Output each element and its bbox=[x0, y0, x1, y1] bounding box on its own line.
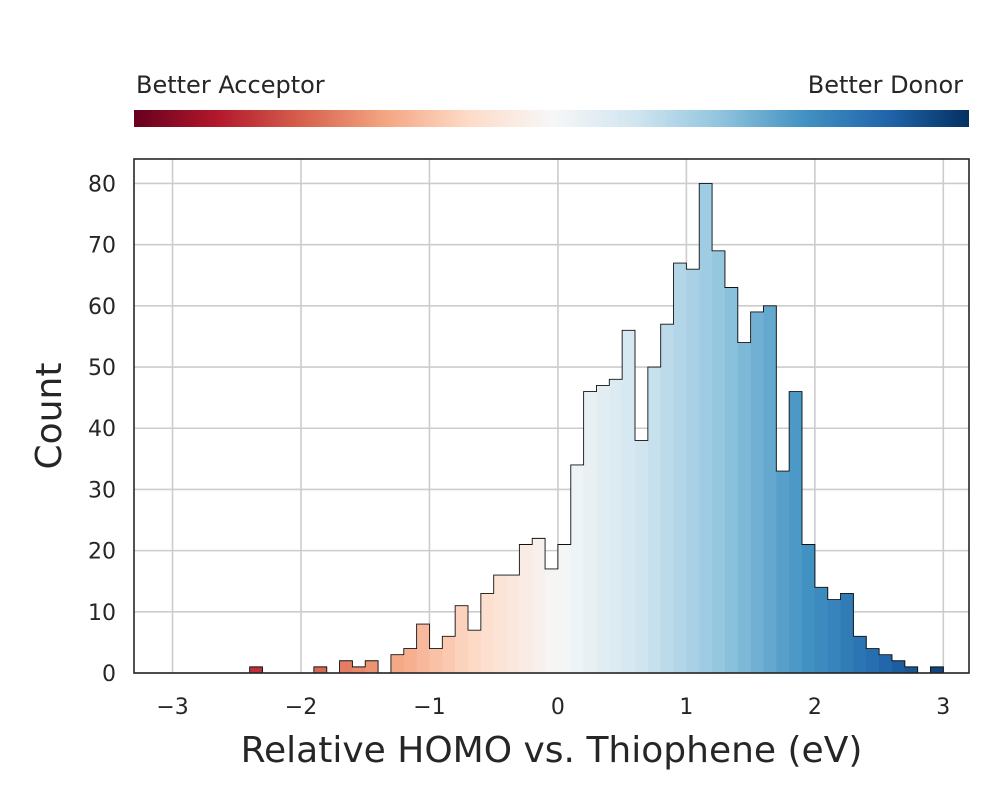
x-tick-label: −1 bbox=[413, 695, 445, 720]
histogram-bar bbox=[724, 287, 739, 673]
y-tick-label: 30 bbox=[88, 478, 116, 503]
histogram-bar bbox=[776, 471, 790, 673]
colorbar: Better Acceptor Better Donor bbox=[134, 71, 969, 127]
histogram-bar bbox=[403, 648, 418, 673]
histogram-bar bbox=[686, 269, 700, 673]
histogram-bar bbox=[673, 263, 687, 673]
colorbar-right-label: Better Donor bbox=[808, 71, 963, 99]
histogram-bar bbox=[570, 464, 585, 673]
y-axis-title: Count bbox=[29, 363, 70, 470]
histogram-bar bbox=[609, 379, 623, 673]
y-tick-label: 40 bbox=[88, 417, 116, 442]
histogram-bar bbox=[699, 183, 713, 673]
histogram-bar bbox=[442, 636, 456, 673]
histogram-bar bbox=[802, 544, 816, 673]
x-axis-ticks: −3 −2 −1 0 1 2 3 bbox=[156, 695, 950, 720]
x-tick-label: 1 bbox=[679, 695, 693, 720]
y-axis-ticks: 0 10 20 30 40 50 60 70 80 bbox=[88, 172, 116, 687]
histogram-bar bbox=[827, 599, 842, 673]
histogram-bar bbox=[313, 666, 328, 673]
histogram-bar bbox=[519, 544, 533, 673]
histogram-bar bbox=[814, 587, 829, 673]
histogram-bar bbox=[750, 311, 764, 673]
x-tick-label: −3 bbox=[156, 695, 188, 720]
histogram-bar bbox=[789, 391, 803, 673]
histogram-bar bbox=[390, 654, 405, 673]
histogram-bar bbox=[532, 538, 546, 673]
x-tick-label: 2 bbox=[808, 695, 822, 720]
grid bbox=[134, 159, 969, 674]
histogram-bar bbox=[737, 342, 752, 673]
histogram-bar bbox=[545, 568, 559, 673]
histogram-bar bbox=[365, 660, 379, 673]
y-tick-label: 20 bbox=[88, 540, 116, 565]
y-tick-label: 70 bbox=[88, 234, 116, 259]
histogram-bar bbox=[429, 648, 443, 673]
histogram-bar bbox=[249, 666, 263, 673]
histogram-bar bbox=[596, 385, 610, 673]
histogram-bar bbox=[506, 575, 520, 673]
histogram-bar bbox=[468, 630, 482, 673]
y-tick-label: 50 bbox=[88, 356, 116, 381]
histogram-bar bbox=[635, 440, 649, 673]
histogram-bar bbox=[493, 575, 508, 673]
histogram-bar bbox=[763, 305, 777, 673]
histogram-bar bbox=[647, 367, 662, 673]
colorbar-gradient bbox=[134, 110, 969, 127]
histogram-bar bbox=[583, 391, 597, 673]
y-tick-label: 0 bbox=[102, 662, 116, 687]
y-tick-label: 80 bbox=[88, 172, 116, 197]
histogram-bar bbox=[879, 654, 893, 673]
histogram-bar bbox=[853, 636, 867, 673]
y-tick-label: 60 bbox=[88, 295, 116, 320]
x-tick-label: 0 bbox=[551, 695, 565, 720]
histogram-bars bbox=[249, 183, 944, 674]
x-tick-label: 3 bbox=[936, 695, 950, 720]
histogram-bar bbox=[866, 648, 880, 673]
histogram-bar bbox=[416, 624, 430, 673]
histogram-bar bbox=[660, 324, 675, 673]
histogram-bar bbox=[840, 593, 854, 673]
y-tick-label: 10 bbox=[88, 601, 116, 626]
x-axis-title: Relative HOMO vs. Thiophene (eV) bbox=[241, 730, 863, 771]
histogram-bar bbox=[930, 666, 944, 673]
histogram-bar bbox=[352, 666, 366, 673]
histogram-bar bbox=[712, 250, 726, 674]
histogram-bar bbox=[480, 593, 495, 673]
histogram-bar bbox=[904, 666, 919, 673]
axes-frame bbox=[133, 158, 970, 674]
histogram-bar bbox=[455, 605, 469, 673]
histogram-bar bbox=[622, 330, 636, 673]
x-tick-label: −2 bbox=[285, 695, 317, 720]
histogram-bar bbox=[339, 660, 353, 673]
histogram-step-outline bbox=[249, 183, 944, 674]
colorbar-left-label: Better Acceptor bbox=[136, 71, 325, 99]
histogram-bar bbox=[557, 544, 572, 673]
histogram-bar bbox=[891, 660, 906, 673]
